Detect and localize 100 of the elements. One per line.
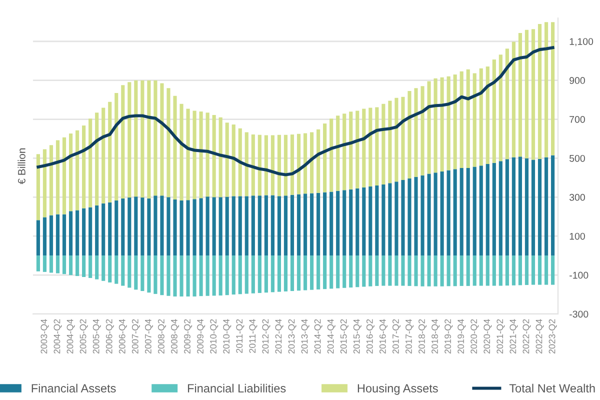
bar <box>290 256 294 292</box>
bar <box>49 256 54 273</box>
bar <box>453 256 457 286</box>
bar <box>303 194 308 256</box>
bar <box>330 118 334 192</box>
bar <box>108 102 112 202</box>
bar <box>434 256 438 286</box>
bar <box>76 210 80 256</box>
x-tick-label: 2014-Q2 <box>314 319 322 354</box>
bar <box>316 256 320 290</box>
bar <box>206 256 210 296</box>
bar <box>199 111 203 198</box>
x-tick-label: 2008-Q2 <box>158 319 166 354</box>
bar <box>134 196 138 256</box>
bar <box>154 256 158 294</box>
bar <box>453 169 457 256</box>
x-tick-label: 2022-Q2 <box>522 319 531 354</box>
bar <box>277 134 282 196</box>
bar <box>186 256 190 296</box>
bar <box>76 256 80 276</box>
x-tick-label: 2022-Q4 <box>536 319 544 354</box>
bar <box>544 256 548 285</box>
x-tick-label: 2005-Q4 <box>92 319 101 354</box>
bar <box>401 180 405 256</box>
bar <box>538 24 542 159</box>
bar <box>88 256 92 278</box>
bar <box>544 157 548 256</box>
bar <box>316 192 320 256</box>
bar <box>56 256 60 274</box>
bar <box>140 256 144 292</box>
bar <box>186 108 190 200</box>
x-tick-label: 2011-Q2 <box>236 319 244 353</box>
bar <box>401 256 405 286</box>
bar <box>486 66 490 164</box>
bar <box>199 256 203 296</box>
bar <box>349 256 353 288</box>
bar <box>440 77 444 172</box>
bar <box>160 83 164 196</box>
bar <box>472 73 476 167</box>
x-tick-label: 2020-Q4 <box>484 319 492 354</box>
bar <box>492 162 496 256</box>
bar <box>388 100 392 184</box>
bar <box>486 164 490 256</box>
bar <box>88 207 92 256</box>
bar <box>42 149 47 218</box>
bar <box>342 190 346 256</box>
legend-label: Financial Assets <box>32 384 116 392</box>
bar <box>531 29 536 160</box>
bar <box>284 134 288 196</box>
x-tick-label: 2015-Q2 <box>340 319 348 354</box>
bar <box>56 214 60 256</box>
bar <box>505 159 509 256</box>
bar <box>330 256 334 289</box>
bar <box>82 125 86 208</box>
bar <box>108 256 112 282</box>
bar <box>173 199 177 256</box>
bar <box>368 186 372 256</box>
bar <box>160 256 164 296</box>
bar <box>420 256 424 286</box>
bar <box>498 256 502 286</box>
bar <box>128 256 132 288</box>
x-tick-label: 2012-Q2 <box>262 319 270 354</box>
bar <box>505 256 509 286</box>
x-tick-label: 2017-Q2 <box>392 319 400 354</box>
bar <box>258 196 262 256</box>
bar <box>368 108 372 186</box>
bar <box>68 133 73 212</box>
bar <box>524 30 529 158</box>
x-tick-label: 2021-Q4 <box>510 319 518 354</box>
bar <box>512 42 516 158</box>
bar <box>264 135 268 196</box>
bar <box>323 256 327 290</box>
bar <box>434 78 438 173</box>
bar <box>108 202 112 256</box>
bar <box>408 91 412 178</box>
x-tick-label: 2006-Q2 <box>106 319 114 354</box>
bar <box>128 198 132 256</box>
x-tick-label: 2008-Q4 <box>171 319 180 354</box>
bar <box>232 124 236 196</box>
bar <box>180 104 184 200</box>
line-series <box>36 46 554 176</box>
bar <box>218 197 222 256</box>
bar <box>147 256 151 293</box>
bar <box>114 92 118 200</box>
bar <box>264 256 268 293</box>
legend-label: Financial Liabilities <box>188 384 286 392</box>
bar <box>303 256 308 290</box>
bar <box>49 145 54 216</box>
y-tick-label: 100 <box>570 232 585 240</box>
bar <box>199 198 203 256</box>
bar <box>427 256 431 286</box>
bar <box>375 185 379 256</box>
bar <box>538 158 542 256</box>
x-tick-label: 2016-Q2 <box>366 319 374 354</box>
bar <box>264 195 268 256</box>
x-tick-label: 2006-Q4 <box>118 319 127 354</box>
bar <box>49 215 54 256</box>
bar <box>492 59 496 163</box>
bar <box>466 168 470 256</box>
x-tick-label: 2016-Q4 <box>379 319 388 354</box>
